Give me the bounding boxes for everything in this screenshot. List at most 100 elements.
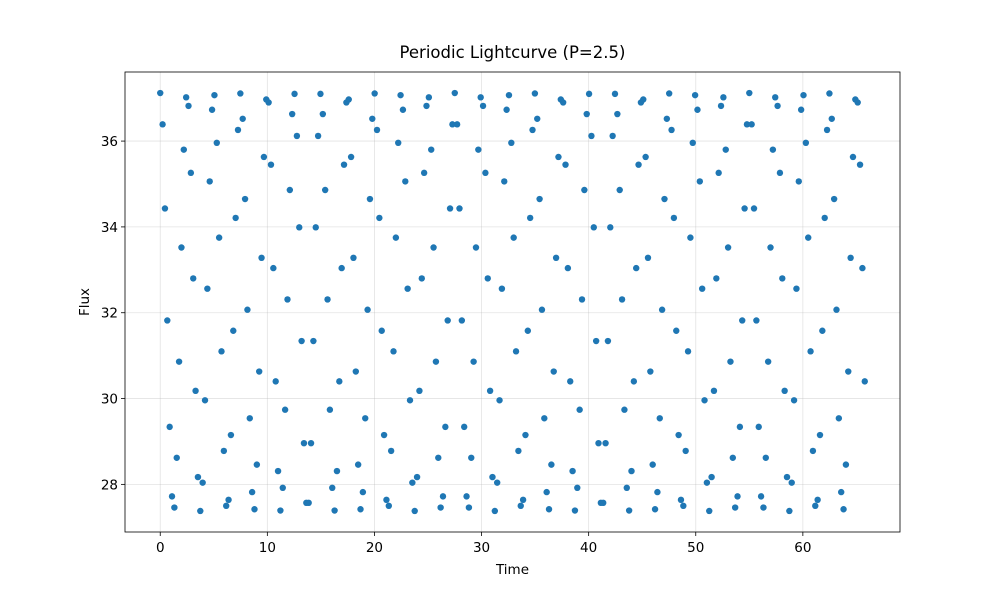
scatter-point: [823, 126, 831, 134]
scatter-point: [206, 178, 213, 185]
scatter-point: [453, 121, 461, 128]
scatter-point: [458, 317, 466, 324]
scatter-point: [703, 479, 711, 486]
scatter-point: [715, 169, 722, 177]
scatter-point: [354, 461, 362, 468]
scatter-point: [713, 275, 720, 282]
scatter-point: [531, 90, 539, 97]
scatter-point: [218, 348, 225, 355]
scatter-point: [265, 99, 272, 106]
scatter-point: [512, 348, 520, 355]
scatter-point: [710, 387, 718, 395]
scatter-point: [371, 90, 378, 97]
scatter-point: [277, 507, 284, 514]
scatter-point: [296, 224, 303, 231]
scatter-point: [244, 306, 251, 313]
scatter-point: [420, 169, 428, 177]
scatter-point: [383, 496, 390, 504]
scatter-point: [833, 306, 840, 313]
x-tick-label: 0: [156, 540, 165, 556]
scatter-point: [795, 178, 802, 185]
scatter-point: [668, 126, 675, 134]
scatter-point: [272, 378, 279, 385]
scatter-point: [326, 406, 334, 413]
x-tick-label: 60: [794, 540, 811, 556]
scatter-point: [640, 96, 647, 103]
scatter-point: [706, 507, 713, 515]
scatter-point: [336, 378, 343, 385]
scatter-point: [623, 484, 630, 492]
scatter-point: [767, 244, 774, 251]
scatter-point: [720, 94, 727, 101]
scatter-point: [312, 224, 319, 231]
scatter-point: [552, 254, 560, 262]
scatter-point: [859, 264, 866, 272]
scatter-point: [475, 146, 482, 153]
scatter-point: [376, 214, 383, 222]
scatter-point: [270, 264, 277, 272]
scatter-point: [717, 102, 725, 110]
y-tick-label: 34: [101, 220, 118, 236]
scatter-point: [168, 493, 176, 500]
scatter-point: [324, 296, 331, 303]
scatter-point: [536, 195, 543, 203]
scatter-point: [258, 254, 265, 262]
scatter-point: [821, 214, 828, 222]
scatter-point: [486, 387, 494, 395]
x-tick-label: 30: [473, 540, 490, 556]
scatter-point: [239, 115, 246, 122]
scatter-point: [722, 146, 729, 153]
x-axis-label: Time: [495, 562, 529, 578]
scatter-point: [588, 132, 595, 140]
scatter-point: [581, 186, 588, 194]
x-tick-label: 50: [687, 540, 704, 556]
scatter-point: [230, 327, 237, 334]
scatter-point: [331, 507, 338, 514]
scatter-point: [333, 467, 341, 475]
scatter-point: [425, 94, 433, 101]
scatter-point: [423, 102, 430, 110]
scatter-point: [399, 106, 407, 113]
scatter-point: [347, 153, 355, 161]
scatter-point: [435, 454, 442, 461]
scatter-point: [783, 473, 791, 481]
scatter-point: [769, 146, 777, 153]
x-tick-label: 10: [259, 540, 276, 556]
scatter-point: [232, 214, 239, 222]
scatter-point: [439, 493, 447, 500]
scatter-point: [411, 507, 418, 515]
scatter-point: [305, 499, 312, 507]
scatter-point: [517, 502, 524, 510]
scatter-point: [757, 493, 765, 500]
axes-frame: [124, 71, 901, 533]
scatter-point: [849, 153, 857, 161]
scatter-point: [329, 484, 336, 492]
scatter-point: [534, 115, 541, 122]
mark-layer: [157, 89, 868, 515]
scatter-point: [793, 285, 800, 292]
scatter-point: [338, 264, 345, 272]
scatter-point: [635, 161, 642, 168]
scatter-point: [644, 254, 652, 262]
scatter-point: [658, 306, 666, 313]
scatter-point: [656, 415, 663, 422]
scatter-point: [609, 132, 616, 140]
scatter-point: [776, 169, 784, 177]
scatter-point: [779, 275, 786, 282]
scatter-point: [616, 186, 623, 194]
scatter-point: [802, 139, 810, 147]
scatter-point: [755, 423, 762, 431]
scatter-point: [529, 126, 536, 134]
scatter-point: [437, 504, 444, 511]
scatter-point: [630, 378, 638, 385]
scatter-point: [694, 106, 701, 113]
scatter-point: [281, 406, 289, 413]
scatter-point: [684, 348, 692, 355]
scatter-point: [854, 99, 861, 106]
scatter-point: [319, 110, 327, 118]
scatter-point: [809, 447, 817, 455]
scatter-point: [729, 454, 737, 461]
scatter-point: [736, 423, 744, 431]
scatter-point: [550, 368, 557, 375]
